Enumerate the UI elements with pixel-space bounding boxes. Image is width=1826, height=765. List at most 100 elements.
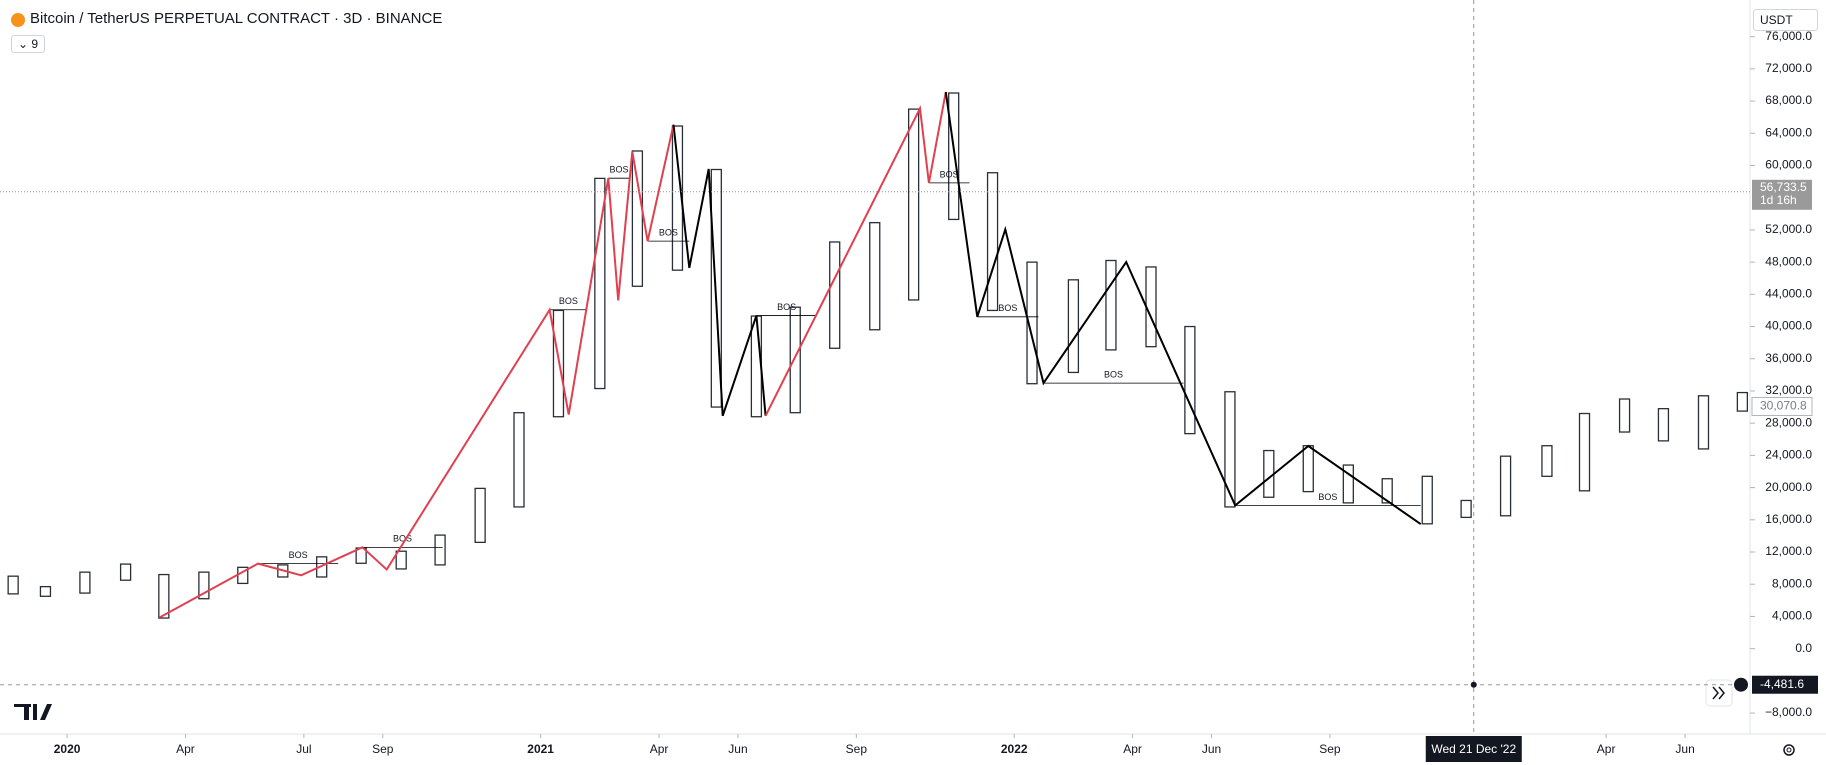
price-bar [1657,408,1670,442]
price-bar [1578,412,1591,492]
tv-logo [14,704,52,720]
bos-label: BOS [289,550,308,560]
price-bar [474,487,486,543]
price-bar [79,571,91,594]
price-bar [434,534,446,566]
y-tick-label: 40,000.0 [1765,319,1812,333]
y-tick-label: 60,000.0 [1765,158,1812,172]
price-bar [158,573,170,619]
x-tick-label: Jun [1202,742,1221,756]
price-bar [1067,279,1080,374]
x-tick-label: Apr [1597,742,1616,756]
price-bar [1499,455,1512,517]
y-tick-label: 8,000.0 [1772,576,1812,590]
y-tick-label: 20,000.0 [1765,480,1812,494]
bos-label: BOS [559,296,578,306]
add-alert-icon[interactable] [1734,677,1748,692]
structure-zigzag [764,91,947,417]
crosshair-date-label: Wed 21 Dec '22 [1431,742,1516,756]
x-tick-label: Sep [846,742,868,756]
price-bar [119,563,132,581]
y-tick-label: 44,000.0 [1765,286,1812,300]
y-tick-label: 68,000.0 [1765,93,1812,107]
x-tick-label: Jun [728,742,747,756]
price-bar [198,571,210,600]
crosshair-price-label: -4,481.6 [1760,677,1804,691]
price-bar [1105,259,1117,351]
last-price-box [1752,179,1812,210]
add-alert-button[interactable] [1734,677,1748,692]
x-tick-label: Apr [1123,742,1142,756]
bos-label: BOS [1104,370,1123,380]
mark-price-label: 30,070.8 [1760,399,1807,413]
price-bar [7,575,19,595]
plot: BOS BOS BOS BOS BOS BOS BOS BOS BOS BOS [7,91,1749,619]
price-bar [948,92,960,221]
y-tick-label: −8,000.0 [1765,705,1812,719]
y-tick-label: 36,000.0 [1765,351,1812,365]
crosshair-price-box [1752,675,1818,694]
price-bar [789,306,801,414]
y-tick-label: 76,000.0 [1765,29,1812,43]
price-bar [39,585,52,597]
price-bar [1460,499,1472,519]
price-bar [986,172,999,312]
price-bar [1618,398,1631,433]
bos-label: BOS [659,227,678,237]
x-tick-label: Apr [176,742,195,756]
price-bar [1145,266,1157,348]
price-bar [1342,464,1354,504]
y-tick-label: 28,000.0 [1765,415,1812,429]
price-bar [869,222,881,331]
price-bar [907,108,920,301]
price-bar [631,150,644,287]
bos-label: BOS [393,534,412,544]
x-tick-label: Jul [296,742,311,756]
indicator-count: 9 [31,37,39,51]
coin-icon [11,13,25,27]
x-tick-label: 2022 [1001,742,1028,756]
x-tick-label: Sep [1319,742,1341,756]
currency-select[interactable]: USDT [1753,9,1818,31]
structure-zigzag [672,124,767,417]
price-bar [1184,325,1196,435]
y-tick-label: 48,000.0 [1765,254,1812,268]
settings-icon[interactable] [1783,744,1795,756]
x-tick-label: Sep [372,742,394,756]
mark-price-box [1751,396,1813,416]
symbol-title: Bitcoin / TetherUS PERPETUAL CONTRACT · … [30,10,443,27]
price-bar [594,177,606,390]
price-bar [1421,475,1433,525]
bos-label: BOS [998,303,1017,313]
structure-zigzag [944,91,1422,525]
y-tick-label: 0.0 [1795,641,1812,655]
bos-label: BOS [1318,492,1337,502]
price-bar [1263,449,1275,498]
price-bar [1026,261,1038,385]
y-tick-label: 72,000.0 [1765,61,1812,75]
x-tick-label: 2021 [527,742,554,756]
price-bar [1381,478,1393,504]
price-bar [750,315,763,418]
scroll-button[interactable] [1705,679,1733,707]
last-price-label: 56,733.5 [1760,180,1807,194]
indicator-toggle[interactable]: ⌄ 9 [11,35,46,53]
y-tick-label: 16,000.0 [1765,512,1812,526]
bos-label: BOS [940,169,959,179]
price-bar [1541,445,1553,477]
y-tick-label: 4,000.0 [1772,609,1812,623]
bos-label: BOS [777,302,796,312]
crosshair-date-box [1425,736,1522,762]
y-tick-label: 12,000.0 [1765,544,1812,558]
y-tick-label: 64,000.0 [1765,125,1812,139]
y-tick-label: 52,000.0 [1765,222,1812,236]
bos-label: BOS [610,165,629,175]
price-bar [1224,391,1236,508]
price-bar [513,412,525,508]
countdown-label: 1d 16h [1760,193,1797,207]
structure-zigzag [159,124,675,619]
x-tick-label: 2020 [54,742,81,756]
price-bar [1302,445,1314,493]
